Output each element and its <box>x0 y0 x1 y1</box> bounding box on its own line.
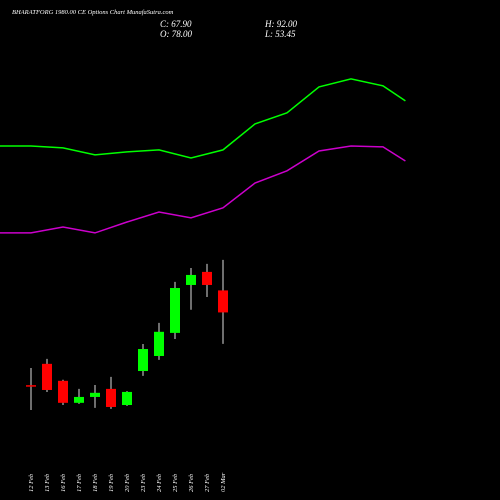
ohlc-high: H: 92.00 <box>264 19 297 29</box>
x-tick-label: 17 Feb <box>76 473 83 492</box>
candle-body <box>26 385 36 387</box>
candle-body <box>218 290 228 313</box>
x-tick-label: 18 Feb <box>92 473 99 492</box>
candle-body <box>138 349 148 372</box>
candle-body <box>122 391 132 406</box>
ohlc-open: O: 78.00 <box>160 29 192 39</box>
x-tick-label: 02 Mar <box>220 472 227 492</box>
x-tick-label: 27 Feb <box>204 473 211 492</box>
x-tick-label: 23 Feb <box>140 473 147 492</box>
chart-title: BHARATFORG 1980.00 CE Options Chart Muna… <box>12 9 174 16</box>
candle-body <box>154 331 164 356</box>
candle-body <box>106 388 116 407</box>
candle-body <box>74 396 84 403</box>
line-series <box>0 145 406 234</box>
x-tick-label: 13 Feb <box>44 473 51 492</box>
candle-body <box>186 274 196 285</box>
x-tick-label: 20 Feb <box>124 473 131 492</box>
candle-body <box>170 288 180 333</box>
ohlc-low: L: 53.45 <box>264 29 296 39</box>
line-series <box>0 78 406 159</box>
ohlc-close: C: 67.90 <box>160 19 192 29</box>
x-tick-label: 16 Feb <box>60 473 67 492</box>
candle-body <box>202 271 212 285</box>
x-tick-label: 25 Feb <box>172 473 179 492</box>
x-tick-label: 24 Feb <box>156 473 163 492</box>
x-tick-label: 12 Feb <box>28 473 35 492</box>
x-tick-label: 26 Feb <box>188 473 195 492</box>
x-tick-label: 19 Feb <box>108 473 115 492</box>
candle-body <box>90 392 100 397</box>
candle-body <box>58 380 68 403</box>
candle-body <box>42 363 52 390</box>
